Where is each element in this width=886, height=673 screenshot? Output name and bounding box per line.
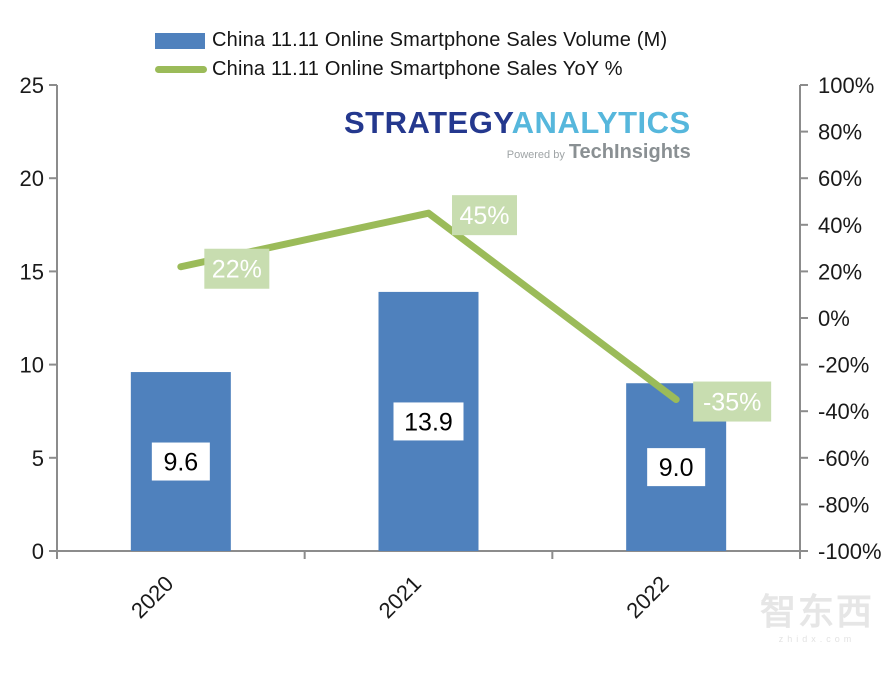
right-axis-tick-label: -40% xyxy=(818,399,869,424)
line-label-box-2021 xyxy=(452,195,517,236)
left-axis-tick-label: 10 xyxy=(20,353,44,378)
strategy-analytics-logo: STRATEGYANALYTICS Powered by TechInsights xyxy=(344,106,691,164)
right-axis-tick-label: -80% xyxy=(818,492,869,517)
bar-label-box-2022 xyxy=(647,448,706,487)
line-label-2021: 45% xyxy=(459,202,509,230)
line-label-2020: 22% xyxy=(212,256,262,284)
left-axis-tick-label: 5 xyxy=(32,446,44,471)
x-axis-label-2021: 2021 xyxy=(374,571,426,623)
line-label-box-2020 xyxy=(204,248,270,289)
x-axis-label-2020: 2020 xyxy=(126,571,178,623)
chart-legend: China 11.11 Online Smartphone Sales Volu… xyxy=(155,26,667,84)
right-axis-tick-label: -60% xyxy=(818,446,869,471)
logo-brand-secondary: ANALYTICS xyxy=(511,105,691,140)
left-axis-tick-label: 25 xyxy=(20,73,44,98)
line-series-swatch-icon xyxy=(155,66,207,73)
left-axis-tick-label: 0 xyxy=(32,539,44,564)
left-axis-tick-label: 20 xyxy=(20,166,44,191)
legend-item-sales-yoy: China 11.11 Online Smartphone Sales YoY … xyxy=(155,55,667,84)
legend-label-sales-yoy: China 11.11 Online Smartphone Sales YoY … xyxy=(212,58,623,80)
right-axis-tick-label: 0% xyxy=(818,306,850,331)
logo-brand-primary: STRATEGY xyxy=(344,105,512,140)
bar-label-2022: 9.0 xyxy=(659,454,694,482)
logo-brand-text: STRATEGYANALYTICS xyxy=(344,106,691,140)
right-axis-tick-label: 40% xyxy=(818,213,862,238)
logo-powered-brand: TechInsights xyxy=(568,141,691,163)
right-axis-tick-label: -20% xyxy=(818,353,869,378)
right-axis-tick-label: 20% xyxy=(818,259,862,284)
right-axis-tick-label: 100% xyxy=(818,73,874,98)
legend-label-sales-volume: China 11.11 Online Smartphone Sales Volu… xyxy=(212,29,668,51)
logo-powered-by: Powered by xyxy=(506,149,565,161)
legend-item-sales-volume: China 11.11 Online Smartphone Sales Volu… xyxy=(155,26,667,55)
right-axis-tick-label: 80% xyxy=(818,120,862,145)
line-label-2022: -35% xyxy=(703,389,761,417)
bar-label-box-2020 xyxy=(151,442,210,481)
line-label-box-2022 xyxy=(693,381,772,422)
right-axis-tick-label: -100% xyxy=(818,539,882,564)
bar-label-box-2021 xyxy=(393,402,464,441)
logo-powered-line: Powered by TechInsights xyxy=(344,141,691,164)
bar-series-swatch-icon xyxy=(155,32,205,49)
bar-label-2020: 9.6 xyxy=(163,449,198,477)
bar-label-2021: 13.9 xyxy=(404,408,453,436)
left-axis-tick-label: 15 xyxy=(20,259,44,284)
right-axis-tick-label: 60% xyxy=(818,166,862,191)
x-axis-label-2022: 2022 xyxy=(621,571,673,623)
